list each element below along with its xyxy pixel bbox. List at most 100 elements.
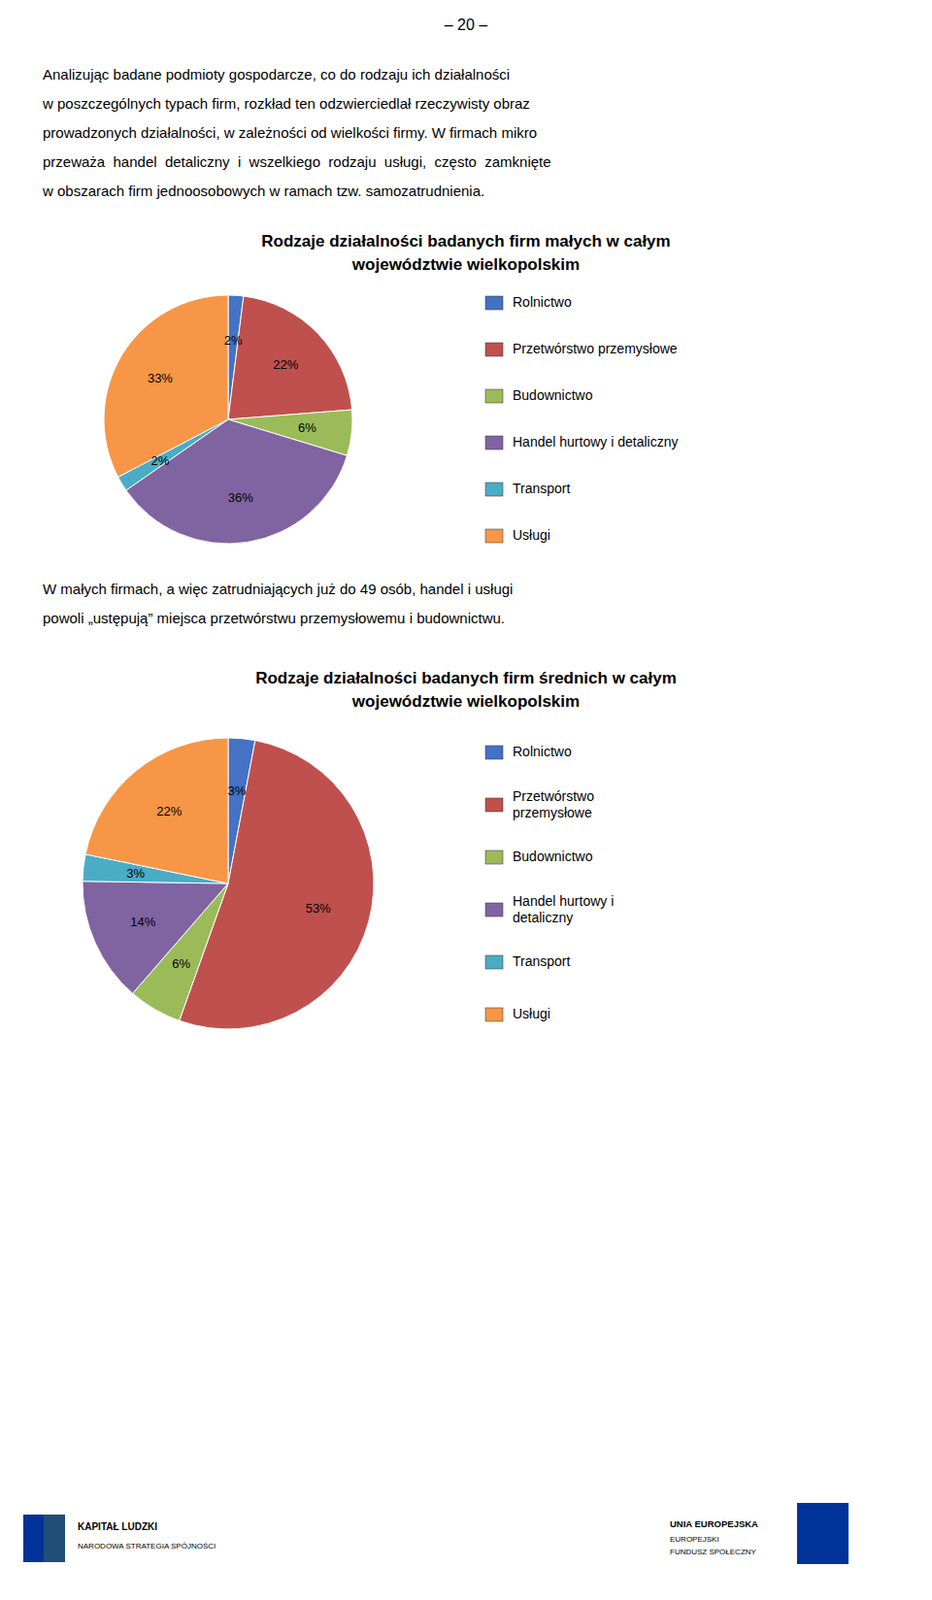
pie-slice [85, 737, 229, 884]
chart: Rodzaje działalności badanych firm małyc… [103, 232, 678, 544]
data-label: 36% [228, 490, 254, 505]
text-line: Handel hurtowy i detaliczny [512, 433, 678, 450]
slices [82, 737, 374, 1030]
chart-title: Rodzaje działalności badanych firm małyc… [261, 232, 670, 274]
legend-item: Usługi [485, 527, 551, 543]
text-line: przemysłowe [512, 803, 593, 820]
text-line: Budownictwo [512, 848, 594, 865]
legend-swatch [485, 850, 503, 865]
legend-swatch [485, 296, 503, 310]
data-label: 2% [151, 453, 170, 468]
paragraph-line: przeważa handel detaliczny i wszelkiego … [42, 153, 552, 170]
legend: Rolnictwo Przetwórstwoprzemysłowe Budownic… [485, 743, 614, 1022]
footer-text: UNIA EUROPEJSKA [669, 1518, 759, 1530]
page-header: – 20 – [444, 16, 489, 34]
data-label: 22% [272, 357, 299, 372]
legend-swatch [485, 798, 503, 812]
legend-item: Rolnictwo [485, 294, 572, 310]
legend-item: Przetwórstwoprzemysłowe [485, 787, 595, 820]
slices [103, 295, 353, 544]
text-line: Przetwórstwo [512, 787, 595, 803]
legend-swatch [485, 955, 503, 969]
pie-slice [228, 296, 353, 420]
data-label: 22% [156, 803, 182, 819]
legend-item: Handel hurtowy i detaliczny [485, 433, 678, 450]
data-label: 2% [224, 332, 243, 348]
data-label: 6% [298, 420, 317, 435]
logo-block [23, 1514, 44, 1563]
legend-label: Przetwórstwoprzemysłowe [512, 787, 595, 820]
footer: KAPITAŁ LUDZKI NARODOWA STRATEGIA SPÓJNOŚ… [23, 1502, 849, 1565]
chart-title: Rodzaje działalności badanych firm średn… [255, 668, 677, 711]
legend-label: Usługi [512, 527, 551, 543]
legend-item: Budownictwo [485, 387, 594, 403]
text-line: województwie wielkopolskim [351, 692, 580, 711]
legend-swatch [485, 529, 503, 543]
text-line: Rodzaje działalności badanych firm średn… [255, 668, 677, 688]
data-label: 3% [228, 783, 247, 799]
text-line: Rolnictwo [512, 294, 572, 310]
text-line: detaliczny [512, 908, 573, 925]
legend-swatch [485, 482, 503, 497]
pie-slice [103, 295, 229, 477]
data-label: 53% [305, 900, 332, 916]
text-line: Usługi [512, 527, 551, 543]
legend-swatch [485, 435, 503, 450]
legend-swatch [485, 342, 503, 357]
legend-label: Przetwórstwo przemysłowe [512, 340, 678, 357]
text-line: Transport [512, 953, 571, 969]
legend-label: Usługi [512, 1005, 551, 1022]
legend-label: Handel hurtowy i detaliczny [512, 433, 678, 450]
text-line: województwie wielkopolskim [351, 255, 580, 274]
legend-item: Transport [485, 953, 571, 969]
paragraph-line: W małych firmach, a więc zatrudniających… [42, 580, 513, 598]
legend-label: Transport [512, 953, 571, 969]
paragraph-line: w obszarach firm jednoosobowych w ramach… [41, 182, 485, 200]
data-label: 33% [147, 370, 173, 386]
text-line: Budownictwo [512, 387, 594, 403]
legend-label: Transport [512, 480, 571, 497]
footer-text: NARODOWA STRATEGIA SPÓJNOŚCI [77, 1541, 216, 1551]
legend-label: Rolnictwo [512, 294, 572, 310]
paragraph-line: prowadzonych działalności, w zależności … [42, 124, 537, 141]
pie: 2% 22% 6% 36% 2% 33% [103, 295, 353, 544]
legend-swatch [485, 902, 503, 917]
legend-label: Budownictwo [512, 848, 594, 865]
text-line: Rodzaje działalności badanych firm małyc… [261, 232, 670, 251]
legend-item: Budownictwo [485, 848, 594, 865]
paragraph-line: Analizując badane podmioty gospodarcze, … [42, 66, 510, 83]
pie-slice [82, 881, 229, 995]
text-line: Transport [512, 480, 571, 497]
logo-block [23, 1514, 66, 1563]
paragraph-line: powoli „ustępują” miejsca przetwórstwu p… [42, 609, 505, 627]
legend-item: Handel hurtowy idetaliczny [485, 892, 614, 925]
legend: Rolnictwo Przetwórstwo przemysłowe Budowni… [485, 294, 678, 543]
footer-text: EUROPEJSKI [669, 1534, 720, 1544]
chart: Rodzaje działalności badanych firm średn… [82, 668, 677, 1030]
data-labels: 2% 22% 6% 36% 2% 33% [147, 332, 317, 506]
legend-swatch [485, 1007, 503, 1022]
legend-swatch [485, 745, 503, 760]
data-label: 14% [130, 914, 156, 930]
legend-item: Rolnictwo [485, 743, 572, 760]
legend-label: Handel hurtowy idetaliczny [512, 892, 614, 925]
legend-swatch [485, 389, 503, 403]
legend-item: Transport [485, 480, 571, 497]
footer-text: FUNDUSZ SPOŁECZNY [669, 1547, 758, 1557]
data-label: 6% [171, 956, 191, 971]
text-line: Przetwórstwo przemysłowe [512, 340, 678, 357]
legend-item: Usługi [485, 1005, 551, 1022]
text-line: Rolnictwo [512, 743, 572, 760]
page: – 20 – Analizując badane podmioty gospoda… [0, 0, 932, 1600]
legend-label: Rolnictwo [512, 743, 572, 760]
data-label: 3% [126, 865, 145, 881]
text-line: Handel hurtowy i [512, 892, 614, 908]
data-labels: 3% 53% 6% 14% 3% 22% [126, 783, 332, 971]
legend-item: Przetwórstwo przemysłowe [485, 340, 678, 357]
logo-block [797, 1502, 849, 1565]
legend-label: Budownictwo [512, 387, 594, 403]
text-line: Usługi [512, 1005, 551, 1022]
footer-text: KAPITAŁ LUDZKI [77, 1521, 158, 1532]
paragraph-line: w poszczególnych typach firm, rozkład te… [41, 95, 531, 112]
pie: 3% 53% 6% 14% 3% 22% [82, 737, 374, 1030]
